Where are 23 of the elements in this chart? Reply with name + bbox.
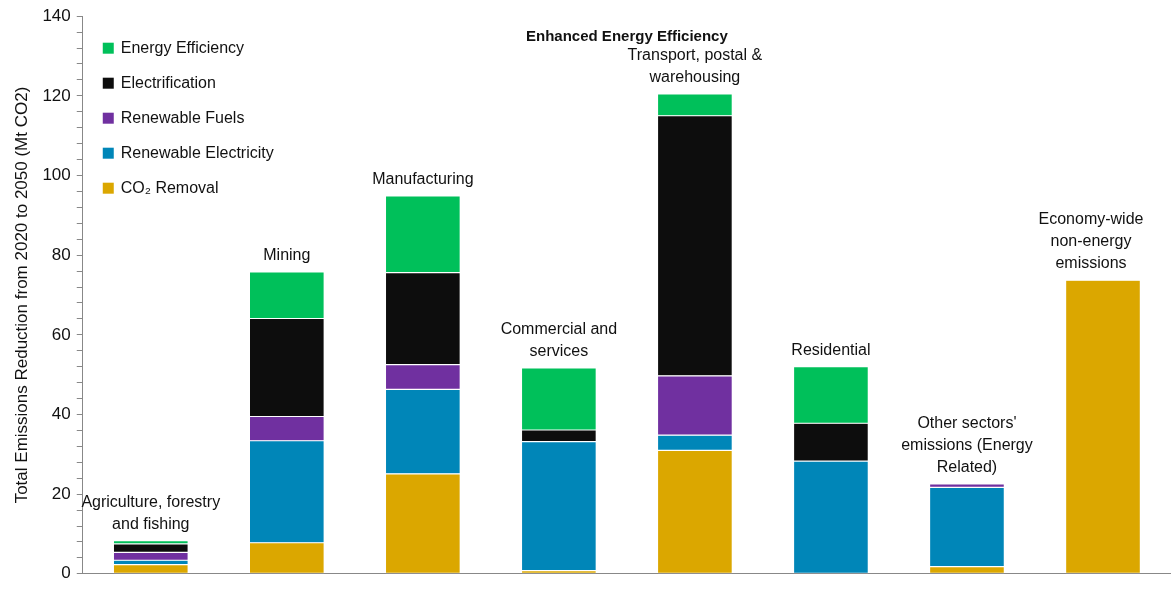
x-tick-label: Economy-wide non-energy emissions (1038, 210, 1144, 272)
legend-label: Electrification (120, 73, 216, 91)
x-tick-label: Manufacturing (372, 169, 474, 187)
legend-label: Renewable Electricity (120, 143, 274, 161)
legend-label: CO₂ Removal (120, 178, 219, 196)
y-tick-label: 100 (42, 165, 71, 185)
y-tick-label: 120 (42, 85, 71, 105)
y-tick-label: 20 (51, 483, 71, 503)
x-tick-label: Other sectors' emissions (Energy Related) (901, 413, 1033, 475)
legend-label: Energy Efficiency (120, 38, 245, 56)
y-axis-title: Total Emissions Reduction from 2020 to 2050 (Mt CO2) (11, 86, 31, 504)
x-tick-label: Mining (263, 245, 311, 263)
y-tick-label: 40 (51, 404, 71, 424)
x-tick-label: Transport, postal & warehousing (627, 45, 763, 85)
y-tick-label: 60 (51, 324, 71, 344)
y-tick-label: 140 (42, 5, 71, 25)
text: Enhanced Energy Efficiency (526, 27, 729, 45)
y-tick-label: 0 (61, 563, 71, 583)
x-tick-label: Commercial and services (500, 319, 618, 359)
x-tick-label: Agriculture, forestry and fishing (81, 492, 221, 532)
x-tick-label: Residential (791, 340, 871, 358)
y-tick-label: 80 (51, 244, 71, 264)
legend-label: Renewable Fuels (120, 108, 245, 126)
